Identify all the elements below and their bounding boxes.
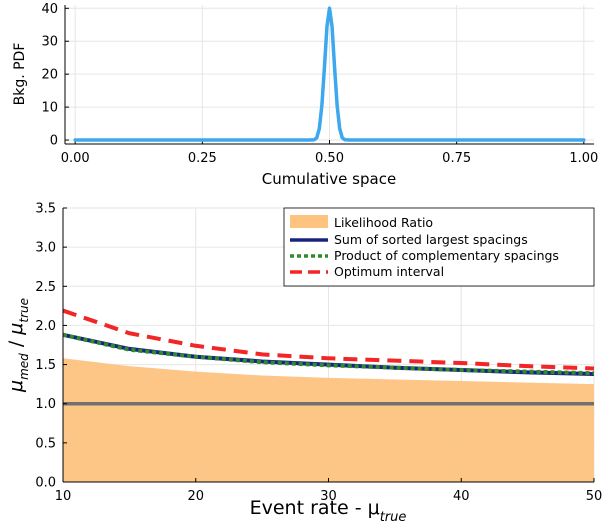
top-y-tick-label: 20 (41, 68, 58, 83)
bottom-y-tick-label: 2.0 (35, 319, 56, 334)
bottom-y-tick-label: 3.5 (35, 202, 56, 217)
bottom-y-tick-label: 2.5 (35, 280, 56, 295)
series-product-complementary-spacings-line (62, 332, 595, 376)
y-label-mu-1: μ (5, 380, 27, 393)
series-optimum-interval-line (62, 308, 595, 371)
bottom-y-tick-label: 0.0 (35, 476, 56, 491)
y-label-sub-1: med (17, 353, 31, 380)
legend-label-likelihood-ratio: Likelihood Ratio (334, 215, 433, 230)
bottom-x-tick-label: 30 (320, 489, 337, 504)
bottom-y-tick-label: 3.0 (35, 241, 56, 256)
top-x-tick-label: 0.75 (442, 151, 471, 166)
legend-box (283, 207, 595, 287)
series-likelihood-ratio-area (63, 358, 594, 482)
top-pdf-line (73, 6, 586, 142)
top-y-tick-label: 30 (41, 35, 58, 50)
bottom-x-tick-label: 10 (55, 489, 72, 504)
bottom-series (62, 308, 595, 482)
top-chart: 0.00 0.25 0.50 0.75 1.00 0 10 20 30 40 Cumulative… (12, 2, 598, 188)
bottom-y-axis-label: μmed / μtrue (5, 298, 31, 393)
top-y-tick-label: 10 (41, 101, 58, 116)
top-x-tick-label: 0.25 (188, 151, 217, 166)
top-x-tick-label: 0.00 (61, 151, 90, 166)
legend: Likelihood Ratio Sum of sorted largest s… (283, 207, 595, 287)
y-label-slash: / (5, 335, 27, 353)
y-label-mu-2: μ (5, 323, 27, 336)
legend-label-product-complementary: Product of complementary spacings (334, 248, 559, 263)
bottom-x-axis-label: Event rate - μtrue (250, 497, 407, 525)
top-x-tick-label: 0.50 (315, 151, 344, 166)
bottom-y-tick-label: 0.5 (35, 436, 56, 451)
bottom-chart: 10 20 30 40 50 0.0 0.5 1.0 1.5 2.0 2.5 3.0 3.5 Event… (5, 202, 602, 526)
top-gridlines (65, 5, 594, 144)
legend-label-sum-sorted: Sum of sorted largest spacings (334, 232, 528, 247)
top-series (73, 6, 586, 142)
bottom-x-axis-label-main: Event rate - μ (250, 497, 380, 519)
bottom-ticks: 10 20 30 40 50 0.0 0.5 1.0 1.5 2.0 2.5 3.0 3.5 (35, 202, 602, 505)
bottom-x-tick-label: 50 (586, 489, 602, 504)
top-y-tick-label: 0 (50, 134, 58, 149)
top-ticks: 0.00 0.25 0.50 0.75 1.00 0 10 20 30 40 (41, 2, 598, 166)
top-x-tick-label: 1.00 (569, 151, 598, 166)
bottom-x-axis-label-sub: true (380, 510, 407, 525)
bottom-x-tick-label: 20 (187, 489, 204, 504)
top-x-axis-label: Cumulative space (262, 170, 396, 188)
bottom-y-tick-label: 1.0 (35, 397, 56, 412)
legend-label-optimum-interval: Optimum interval (334, 264, 444, 279)
bottom-x-tick-label: 40 (453, 489, 470, 504)
bottom-y-tick-label: 1.5 (35, 358, 56, 373)
legend-swatch-likelihood-ratio (290, 215, 328, 228)
y-label-sub-2: true (17, 298, 31, 323)
top-y-tick-label: 40 (41, 2, 58, 17)
top-y-axis-label: Bkg. PDF (12, 43, 28, 106)
